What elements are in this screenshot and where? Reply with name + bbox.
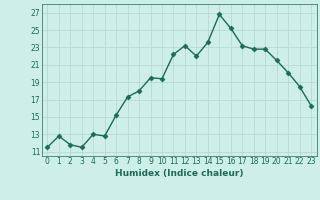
X-axis label: Humidex (Indice chaleur): Humidex (Indice chaleur) <box>115 169 244 178</box>
